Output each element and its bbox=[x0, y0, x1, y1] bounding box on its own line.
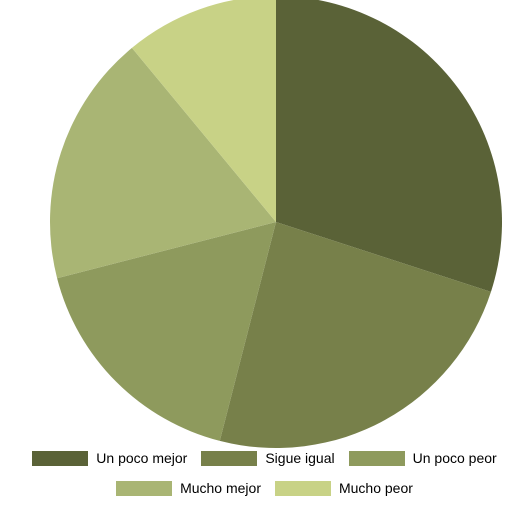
legend-label-mucho-peor: Mucho peor bbox=[338, 480, 413, 496]
legend-item-un-poco-mejor: Un poco mejor bbox=[32, 450, 187, 466]
legend-swatch-mucho-peor bbox=[274, 480, 331, 496]
pie-plot-area bbox=[49, 0, 502, 448]
legend-swatch-un-poco-mejor bbox=[32, 450, 89, 466]
legend-swatch-mucho-mejor bbox=[116, 480, 173, 496]
legend-item-mucho-peor: Mucho peor bbox=[274, 480, 413, 496]
legend-swatch-un-poco-peor bbox=[348, 450, 405, 466]
pie-slice-sigue-igual bbox=[219, 222, 491, 448]
legend-row-2: Mucho mejor Mucho peor bbox=[0, 480, 529, 496]
pie-slice-un-poco-mejor bbox=[276, 0, 502, 292]
legend-item-sigue-igual: Sigue igual bbox=[201, 450, 335, 466]
legend-row-1: Un poco mejor Sigue igual Un poco peor bbox=[0, 450, 529, 466]
legend-label-sigue-igual: Sigue igual bbox=[265, 450, 335, 466]
pie-slice-mucho-mejor bbox=[49, 47, 277, 279]
legend-item-mucho-mejor: Mucho mejor bbox=[116, 480, 261, 496]
legend-label-mucho-mejor: Mucho mejor bbox=[180, 480, 261, 496]
pie-slice-mucho-peor bbox=[131, 0, 276, 222]
pie-slice-un-poco-peor bbox=[57, 222, 276, 441]
legend-item-un-poco-peor: Un poco peor bbox=[348, 450, 497, 466]
legend-label-un-poco-peor: Un poco peor bbox=[412, 450, 497, 466]
legend-label-un-poco-mejor: Un poco mejor bbox=[96, 450, 188, 466]
legend-swatch-sigue-igual bbox=[201, 450, 258, 466]
